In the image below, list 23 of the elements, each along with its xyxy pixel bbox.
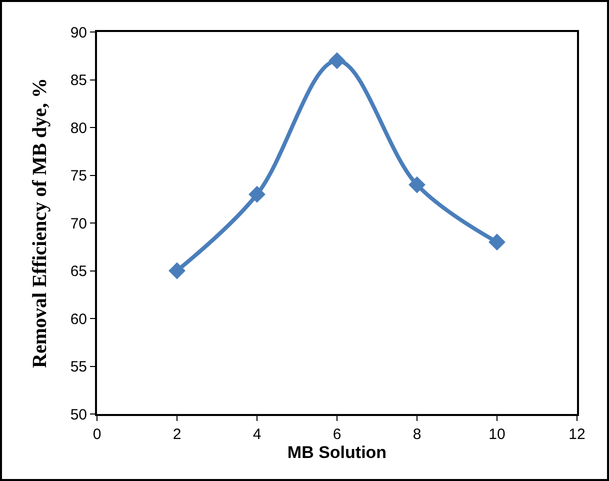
- y-tick-label: 60: [70, 310, 87, 328]
- y-tick-label: 50: [70, 406, 87, 424]
- x-tick-label: 8: [412, 426, 422, 443]
- y-tick-label: 65: [70, 263, 87, 280]
- x-axis-title: MB Solution: [287, 443, 387, 462]
- point: [168, 262, 186, 280]
- y-tick-label: 80: [70, 120, 87, 137]
- y-tick-label: 70: [70, 215, 87, 232]
- x-tick-label: 4: [252, 426, 262, 443]
- x-tick-label: 12: [568, 426, 586, 443]
- x-tick-label: 2: [172, 426, 182, 443]
- x-tick-label: 6: [332, 426, 342, 443]
- x-tick-label: 10: [488, 426, 506, 443]
- y-tick-label: 55: [70, 358, 87, 376]
- y-tick-label: 90: [70, 24, 87, 42]
- y-tick-label: 85: [70, 72, 87, 89]
- point: [488, 234, 506, 251]
- point: [408, 176, 426, 194]
- y-tick-label: 75: [70, 168, 87, 184]
- point: [248, 186, 266, 203]
- x-tick-label: 0: [92, 426, 102, 443]
- point: [328, 52, 346, 70]
- y-axis-title: Removal Efficiency of MB dye, %: [29, 78, 51, 368]
